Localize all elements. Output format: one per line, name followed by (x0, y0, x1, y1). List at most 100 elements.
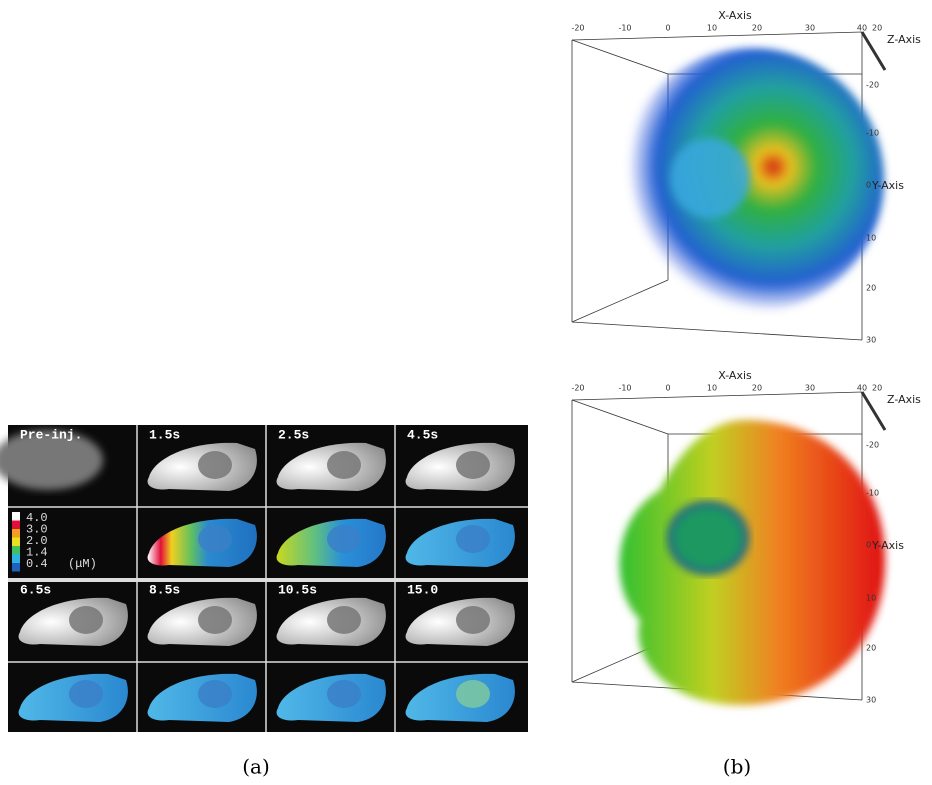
nucleus (456, 606, 490, 634)
x-tick-label: -10 (618, 24, 631, 33)
image-cell (405, 673, 515, 722)
nucleus (456, 680, 490, 708)
panel-b: -20 -10 0 10 20 30 40-20-10010203020X-AxisY-Ax… (571, 9, 921, 705)
image-cell: 4.5s (405, 427, 515, 491)
x-tick-label: -20 (571, 384, 584, 393)
y-tick-label: 10 (866, 594, 876, 603)
nucleus (456, 525, 490, 553)
box-edge (571, 399, 669, 435)
x-tick-label: 20 (752, 384, 762, 393)
frame-label: Pre-inj. (20, 427, 82, 442)
nucleus (327, 606, 361, 634)
x-tick-label: 10 (707, 24, 717, 33)
colorbar-label: 2.0 (26, 534, 48, 548)
box-edge (860, 391, 887, 431)
image-cell: 6.5s (18, 582, 128, 646)
y-tick-label: -20 (866, 81, 879, 90)
nucleus (666, 500, 750, 576)
frame-label: 4.5s (407, 427, 438, 442)
colorbar-swatch (12, 512, 20, 521)
y-tick-label: 30 (866, 696, 876, 705)
colorbar-swatch (12, 537, 20, 546)
image-cell: 8.5s (147, 582, 257, 646)
x-tick-label: 0 (665, 384, 670, 393)
image-cell (405, 518, 515, 567)
nucleus (456, 451, 490, 479)
image-cell (18, 673, 128, 722)
z-tick-label: 20 (872, 384, 882, 393)
colorbar-swatch (12, 563, 20, 572)
y-tick-label: 0 (866, 541, 871, 550)
nucleus (69, 680, 103, 708)
z-axis-label: Z-Axis (887, 393, 921, 406)
frame-label: 15.0 (407, 582, 438, 597)
frame-label: 10.5s (278, 582, 317, 597)
colorbar-unit: (μM) (68, 557, 97, 571)
colorbar-label: 1.4 (26, 546, 48, 560)
y-tick-label: -10 (866, 489, 879, 498)
y-tick-label: 20 (866, 644, 876, 653)
volume-render (620, 48, 884, 312)
x-tick-label: 0 (665, 24, 670, 33)
colorbar-label: 4.0 (26, 511, 48, 525)
y-tick-label: 30 (866, 336, 876, 345)
cell-silhouette (0, 430, 103, 490)
image-cell (276, 673, 386, 722)
panel-a: Pre-inj. 1.5s 2.5s 4.5s 4.03.02.01.40.4 (μM) 6… (0, 425, 528, 732)
image-cell (276, 518, 386, 567)
box-edge (571, 39, 669, 75)
z-axis-label: Z-Axis (887, 33, 921, 46)
image-cell: 15.0 (405, 582, 515, 646)
nucleus (198, 525, 232, 553)
y-axis-label: Y-Axis (871, 179, 904, 192)
y-tick-label: 10 (866, 234, 876, 243)
nucleus (198, 451, 232, 479)
nucleus (327, 451, 361, 479)
caption-label: (a) (242, 755, 270, 779)
y-tick-label: 20 (866, 284, 876, 293)
y-tick-label: 0 (866, 181, 871, 190)
x-tick-label: 30 (805, 384, 815, 393)
frame-label: 2.5s (278, 427, 309, 442)
box-edge (571, 31, 863, 41)
frame-label: 6.5s (20, 582, 51, 597)
image-cell: 10.5s (276, 582, 386, 646)
z-tick-label: 20 (872, 24, 882, 33)
x-tick-label: -10 (618, 384, 631, 393)
box-edge (860, 31, 887, 71)
frame-label: 8.5s (149, 582, 180, 597)
colorbar-swatch (12, 520, 20, 529)
colorbar-swatch (12, 554, 20, 563)
image-cell: 2.5s (276, 427, 386, 491)
y-axis-label: Y-Axis (871, 539, 904, 552)
image-cell (147, 518, 257, 567)
image-cell: Pre-inj. (0, 427, 103, 490)
x-tick-label: 40 (857, 384, 867, 393)
x-tick-label: 20 (752, 24, 762, 33)
nucleus (69, 606, 103, 634)
x-axis-label: X-Axis (718, 9, 752, 22)
plot-3d: -20 -10 0 10 20 30 40-20-10010203020X-AxisY-Ax… (571, 369, 921, 705)
nucleus (327, 525, 361, 553)
x-tick-label: 10 (707, 384, 717, 393)
nucleus (327, 680, 361, 708)
x-tick-label: 40 (857, 24, 867, 33)
colorbar-label: 3.0 (26, 523, 48, 537)
nucleus (198, 680, 232, 708)
colorbar-label: 0.4 (26, 557, 48, 571)
nucleus (198, 606, 232, 634)
image-cell (147, 673, 257, 722)
volume-render (619, 420, 885, 705)
colorbar-swatch (12, 546, 20, 555)
x-tick-label: 30 (805, 24, 815, 33)
image-cell: 4.03.02.01.40.4 (μM) (12, 511, 97, 572)
caption-label: (b) (723, 755, 751, 779)
frame-label: 1.5s (149, 427, 180, 442)
plot-3d: -20 -10 0 10 20 30 40-20-10010203020X-AxisY-Ax… (571, 9, 921, 345)
y-tick-label: -20 (866, 441, 879, 450)
y-tick-label: -10 (866, 129, 879, 138)
colorbar-swatch (12, 529, 20, 538)
x-tick-label: -20 (571, 24, 584, 33)
box-edge (571, 279, 669, 323)
